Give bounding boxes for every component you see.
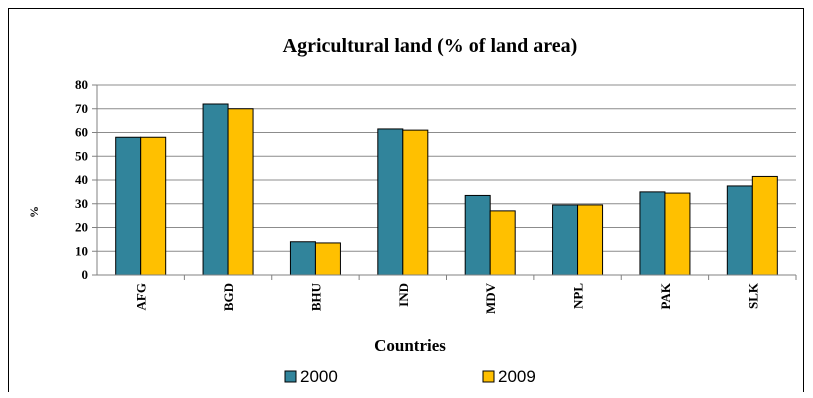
x-tick-label: BHU	[308, 282, 323, 311]
bar-afg-2000	[115, 136, 142, 276]
y-tick-label: 40	[75, 172, 88, 187]
y-tick-label: 30	[75, 196, 88, 211]
legend: 2000 2009	[284, 367, 536, 386]
x-axis-title: Countries	[374, 336, 446, 355]
y-tick-label: 80	[75, 77, 88, 92]
bar-npl-2009	[577, 204, 604, 276]
bar-ind-2000	[377, 128, 404, 276]
frame-right-border	[803, 9, 804, 392]
bar-slk-2009	[751, 175, 778, 276]
x-axis: AFG BGD BHU IND MDV NPL PAK SLK	[97, 274, 797, 314]
bar-mdv-2000	[464, 194, 491, 276]
legend-label-2009: 2009	[498, 367, 536, 386]
y-tick-label: 10	[75, 243, 88, 258]
chart-title: Agricultural land (% of land area)	[283, 35, 578, 57]
x-tick-label: PAK	[658, 282, 673, 309]
bar-bgd-2009	[227, 108, 254, 276]
legend-swatch-2009	[482, 370, 495, 383]
x-tick-label: BGD	[221, 283, 236, 311]
bar-pak-2000	[639, 191, 666, 276]
y-tick-label: 50	[75, 148, 88, 163]
y-tick-label: 0	[82, 267, 89, 282]
x-tick-label: AFG	[134, 283, 149, 310]
y-axis: 0 10 20 30 40 50 60 70 80	[75, 77, 98, 282]
x-tick-label: SLK	[745, 282, 760, 309]
bars	[115, 103, 778, 276]
x-tick-label: NPL	[571, 283, 586, 309]
legend-label-2000: 2000	[300, 367, 338, 386]
x-tick-label: IND	[396, 283, 411, 307]
legend-swatch-2000	[284, 370, 297, 383]
bar-mdv-2009	[489, 210, 516, 276]
bar-ind-2009	[402, 129, 429, 276]
y-tick-label: 20	[75, 220, 88, 235]
bar-npl-2000	[552, 204, 579, 276]
bar-afg-2009	[140, 136, 167, 276]
bar-bgd-2000	[202, 103, 229, 276]
gridlines	[97, 84, 796, 252]
y-axis-title: %	[27, 206, 41, 218]
x-tick-label: MDV	[483, 282, 498, 314]
bar-bhu-2009	[314, 242, 341, 276]
y-tick-label: 60	[75, 125, 88, 140]
bar-pak-2009	[664, 192, 691, 276]
bar-slk-2000	[726, 185, 753, 276]
bar-bhu-2000	[289, 241, 316, 276]
y-tick-label: 70	[75, 101, 88, 116]
